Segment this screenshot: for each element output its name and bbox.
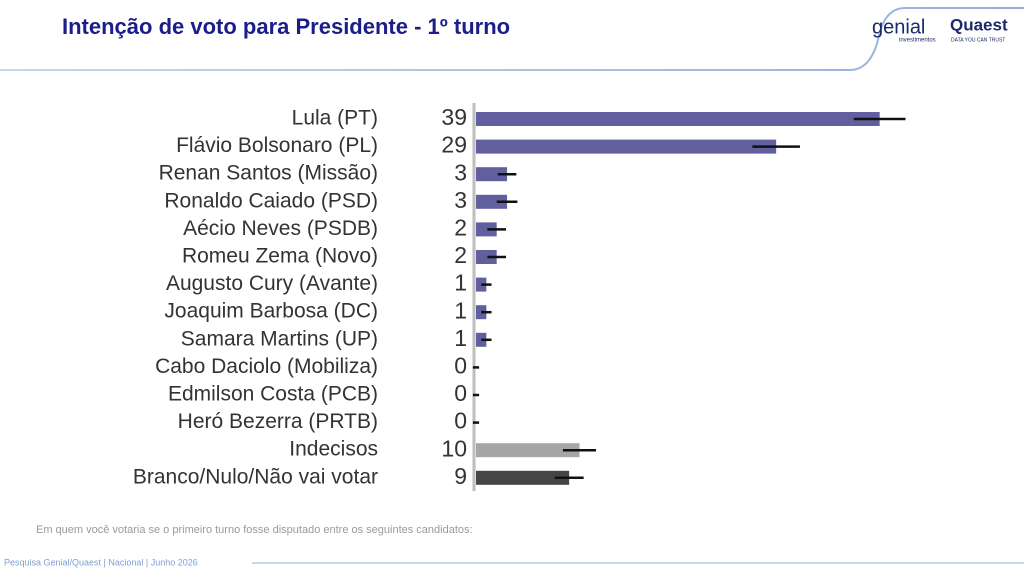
bar	[476, 194, 508, 209]
value-label: 0	[454, 352, 467, 378]
bar	[476, 222, 497, 237]
category-label: Aécio Neves (PSDB)	[183, 217, 378, 240]
bar	[476, 139, 777, 154]
category-label: Indecisos	[289, 438, 378, 461]
logo-quaest-sub: DATA YOU CAN TRUST	[951, 37, 1005, 43]
category-label: Edmilson Costa (PCB)	[168, 383, 378, 406]
logo-quaest: Quaest	[950, 15, 1008, 34]
category-label: Branco/Nulo/Não vai votar	[133, 465, 378, 488]
category-label: Flávio Bolsonaro (PL)	[176, 134, 378, 157]
category-label: Augusto Cury (Avante)	[166, 272, 378, 295]
logo-genial: genial	[872, 16, 925, 38]
bar	[476, 167, 508, 182]
category-label: Ronaldo Caiado (PSD)	[164, 189, 378, 212]
category-label: Heró Bezerra (PRTB)	[178, 410, 378, 433]
value-label: 2	[454, 242, 467, 268]
category-label: Lula (PT)	[292, 107, 378, 130]
header-line	[0, 7, 1024, 71]
value-label: 3	[454, 187, 467, 213]
category-label: Joaquim Barbosa (DC)	[164, 300, 378, 323]
value-label: 9	[454, 463, 467, 489]
value-label: 2	[454, 214, 467, 240]
chart-title: Intenção de voto para Presidente - 1º tu…	[62, 14, 510, 39]
value-label: 29	[441, 132, 467, 158]
value-label: 3	[454, 159, 467, 185]
value-label: 1	[454, 325, 467, 351]
logo-genial-sub: investimentos	[899, 38, 936, 44]
bar	[476, 443, 580, 458]
value-label: 10	[441, 435, 467, 461]
value-label: 0	[454, 408, 467, 434]
value-label: 39	[441, 104, 467, 130]
category-label: Renan Santos (Missão)	[159, 162, 378, 185]
category-label: Cabo Daciolo (Mobiliza)	[155, 355, 378, 378]
value-label: 1	[454, 270, 467, 296]
bar	[476, 250, 497, 264]
footer: Pesquisa Genial/Quaest | Nacional | Junh…	[4, 557, 198, 567]
category-label: Samara Martins (UP)	[181, 327, 378, 350]
value-label: 1	[454, 297, 467, 323]
category-label: Romeu Zema (Novo)	[182, 245, 378, 268]
value-label: 0	[454, 380, 467, 406]
note: Em quem você votaria se o primeiro turno…	[36, 524, 473, 536]
bar	[476, 470, 570, 485]
bar	[476, 112, 880, 126]
